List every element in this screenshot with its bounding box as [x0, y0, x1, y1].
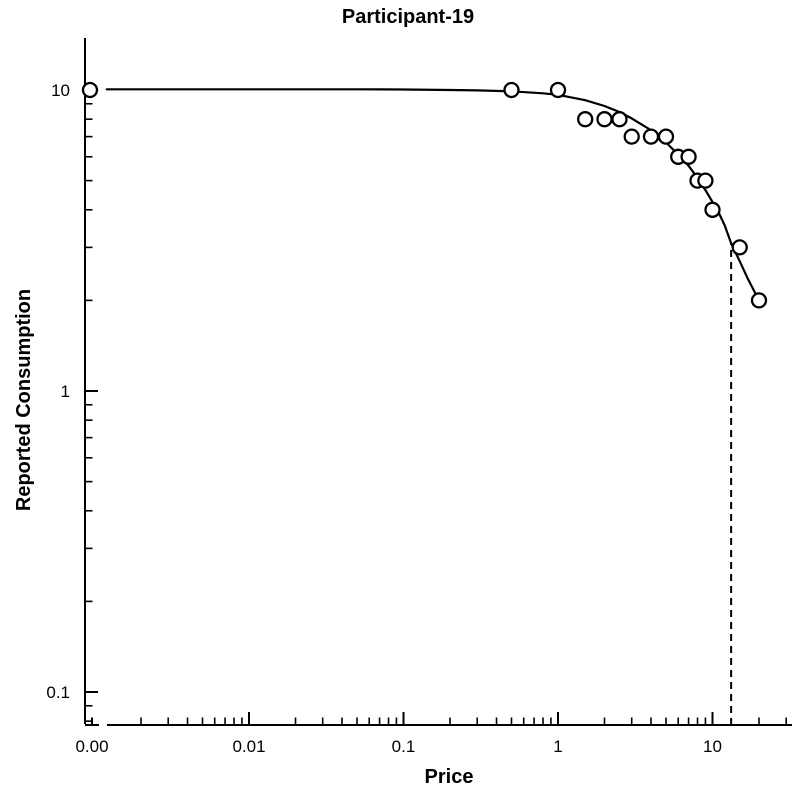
x-tick-label: 0.1 [392, 737, 416, 756]
x-axis-ticks: 0.00 0.01 0.1 1 10 [75, 712, 788, 756]
data-point [549, 81, 567, 99]
data-point [503, 81, 520, 99]
data-point [731, 239, 748, 256]
data-point [657, 128, 675, 145]
axes [84, 38, 792, 726]
chart-title: Participant-19 [341, 6, 475, 28]
data-point [704, 201, 721, 218]
data-point [596, 111, 613, 128]
y-axis-ticks: 10 1 0.1 [46, 81, 98, 722]
x-tick-label: 0.00 [75, 737, 108, 756]
data-point [81, 81, 99, 99]
data-point [642, 128, 660, 145]
data-point [611, 111, 628, 128]
x-tick-label: 10 [703, 737, 722, 756]
data-point [750, 292, 768, 309]
x-tick-label: 1 [553, 737, 562, 756]
fitted-demand-curve [105, 88, 761, 302]
data-point [577, 111, 594, 128]
x-axis-title: Price [424, 766, 474, 788]
y-tick-label: 10 [51, 81, 70, 100]
data-point [697, 172, 714, 189]
data-point [623, 128, 640, 145]
x-tick-label: 0.01 [232, 737, 265, 756]
y-tick-label: 0.1 [46, 683, 70, 702]
data-points [81, 81, 768, 309]
data-point [680, 148, 697, 165]
y-tick-label: 1 [61, 382, 70, 401]
